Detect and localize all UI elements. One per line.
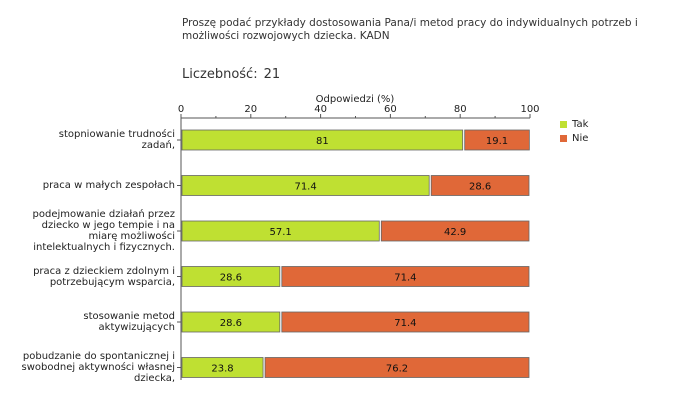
category-label: pobudzanie do spontanicznej i swobodnej a… — [21, 351, 175, 384]
bar-tak — [181, 220, 380, 242]
legend-label-nie: Nie — [572, 132, 589, 144]
axes — [180, 117, 530, 380]
bar-nie — [264, 357, 530, 378]
x-tick-label: 100 — [520, 104, 539, 115]
x-axis-ticks: 0 20 40 60 80 100 — [178, 104, 540, 118]
x-axis-label: Odpowiedzi (%) — [316, 94, 395, 105]
bar-tak — [181, 175, 430, 196]
legend-item-tak: Tak — [560, 117, 588, 131]
legend-label-tak: Tak — [572, 118, 589, 130]
legend-item-nie: Nie — [560, 131, 588, 145]
x-tick-label: 0 — [178, 104, 184, 115]
bar-nie — [464, 129, 530, 151]
category-label: stosowanie metod aktywizujących — [83, 311, 175, 333]
x-tick-label: 60 — [384, 104, 397, 115]
chart-title: Proszę podać przykłady dostosowania Pana… — [182, 17, 638, 42]
data-label: 76.2 — [386, 364, 408, 375]
bar-nie — [430, 175, 530, 196]
data-label: 28.6 — [220, 273, 242, 284]
data-label: 71.4 — [294, 182, 316, 193]
data-label: 71.4 — [394, 273, 416, 284]
data-label: 28.6 — [220, 318, 242, 329]
sample-size-label: Liczebność: — [182, 67, 258, 82]
legend-swatch-tak — [560, 120, 567, 128]
bar-tak — [181, 266, 281, 287]
bar-nie — [281, 311, 530, 333]
bars: 81 19.1 71.4 28.6 57.1 42.9 28.6 71.4 28.6 71.4 23… — [177, 129, 530, 378]
data-label: 19.1 — [486, 136, 508, 147]
category-label: praca z dzieckiem zdolnym i potrzebującym… — [33, 265, 175, 288]
bar-tak — [181, 311, 281, 333]
bar-nie — [281, 266, 530, 287]
bar-tak — [181, 129, 464, 151]
legend-swatch-nie — [560, 134, 567, 142]
bar-tak — [181, 357, 264, 378]
category-label: podejmowanie działań przez dziecko w jego… — [32, 209, 175, 253]
data-label: 23.8 — [211, 364, 233, 375]
x-tick-label: 40 — [314, 104, 327, 115]
data-label: 57.1 — [270, 227, 292, 238]
bar-nie — [380, 220, 530, 242]
data-label: 81 — [316, 136, 329, 147]
category-label: praca w małych zespołach — [42, 180, 175, 191]
sample-size-value: 21 — [263, 67, 281, 82]
category-label: stopniowanie trudności zadań, — [58, 129, 175, 151]
data-label: 71.4 — [394, 318, 416, 329]
data-label: 42.9 — [444, 227, 466, 238]
x-tick-label: 80 — [454, 104, 467, 115]
x-tick-label: 20 — [244, 104, 257, 115]
data-label: 28.6 — [469, 182, 491, 193]
legend: Tak Nie — [560, 117, 588, 145]
sample-size: Liczebność: 21 — [182, 67, 286, 82]
